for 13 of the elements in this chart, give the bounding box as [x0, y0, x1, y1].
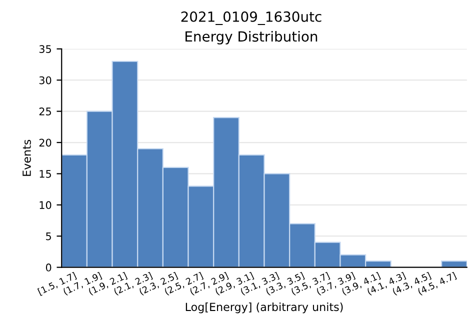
chart-title: 2021_0109_1630utc [181, 11, 322, 25]
y-tick-label: 0 [46, 264, 52, 272]
bar [441, 260, 467, 268]
y-axis-title: Events [22, 140, 31, 176]
y-tick-label: 10 [40, 201, 52, 210]
y-tick-label: 5 [46, 232, 51, 240]
y-tick-label: 30 [39, 76, 52, 84]
x-axis-title: Log[Energy] (arbitrary units) [186, 302, 343, 314]
y-tick-label: 25 [39, 108, 51, 116]
y-tick-label: 15 [40, 170, 51, 178]
y-tick-label: 35 [39, 45, 51, 54]
chart-subtitle: Energy Distribution [186, 30, 318, 44]
y-tick-label: 20 [39, 138, 52, 147]
